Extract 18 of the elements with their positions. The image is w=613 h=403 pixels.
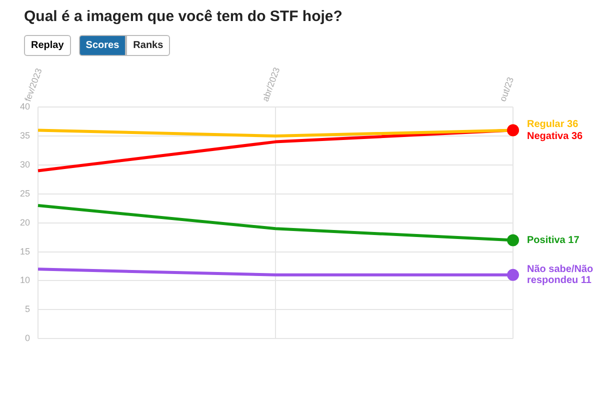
text: Replay bbox=[24, 35, 71, 56]
chart-title: Qual é a imagem que você tem do STF hoje? bbox=[24, 8, 344, 25]
text: Regular 36 bbox=[527, 118, 578, 130]
text: Positiva 17 bbox=[527, 234, 580, 246]
text: Não sabe/Não respondeu 11 bbox=[527, 264, 594, 286]
y-tick-label: 35 bbox=[20, 130, 30, 141]
y-tick-label: 0 bbox=[24, 333, 30, 344]
y-tick-label: 5 bbox=[24, 304, 30, 314]
y-tick-label: 40 bbox=[20, 102, 30, 112]
text: Ranks bbox=[126, 35, 170, 56]
y-tick-label: 25 bbox=[20, 188, 30, 198]
y-tick-label: 15 bbox=[20, 246, 30, 256]
x-tick-label: out/23 bbox=[498, 76, 516, 103]
text: Scores bbox=[78, 35, 126, 56]
y-tick-label: 10 bbox=[20, 275, 30, 286]
text: Negativa 36 bbox=[527, 130, 583, 142]
y-tick-label: 30 bbox=[20, 159, 30, 170]
y-tick-label: 20 bbox=[20, 217, 30, 228]
